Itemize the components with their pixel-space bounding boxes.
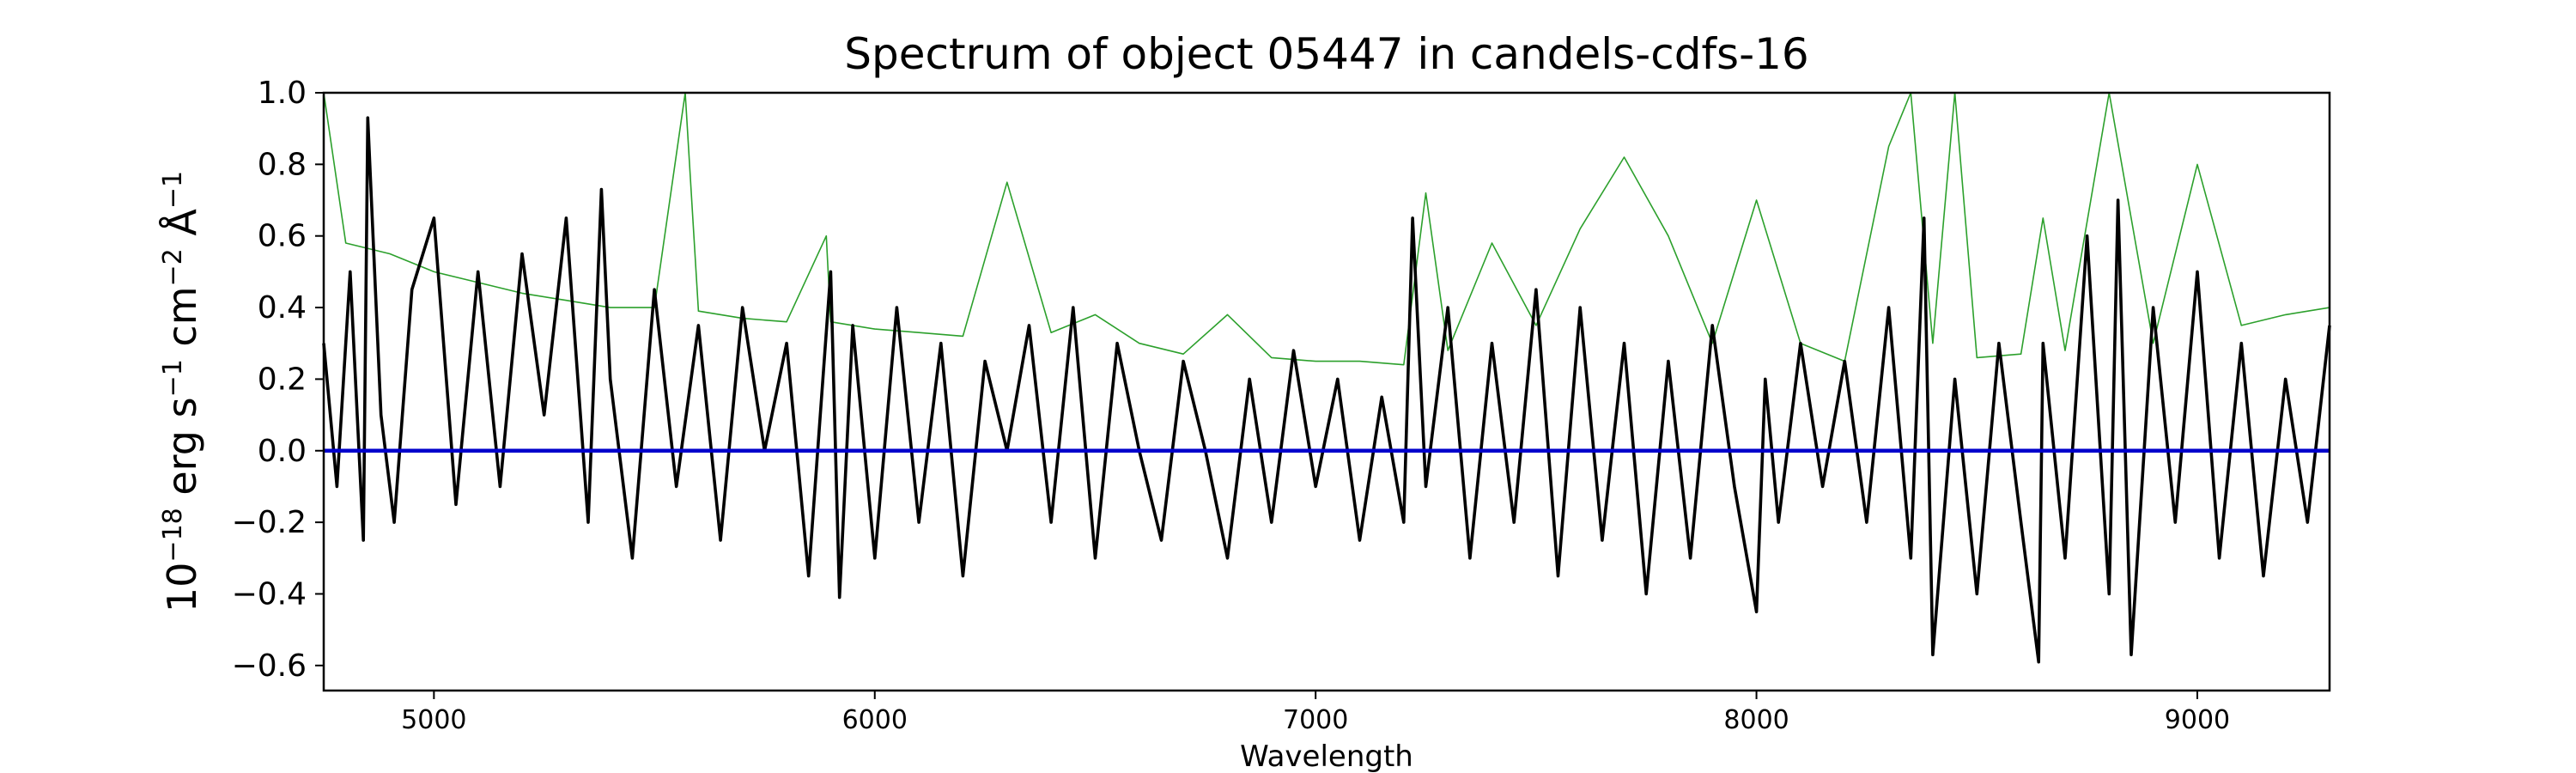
y-tick-label: 0.2 [258, 362, 307, 397]
axis-ticks: 5000 6000 7000 8000 9000 −0.6 −0.4 −0.2 0.0 0.2 0.… [232, 76, 2231, 735]
y-tick-label: 0.4 [258, 290, 307, 326]
x-tick-label: 5000 [401, 705, 466, 735]
y-axis-label: 10−18 erg s−1 cm−2 Å−1 [158, 171, 206, 612]
x-tick-label: 7000 [1283, 705, 1348, 735]
y-tick-label: 0.8 [258, 147, 307, 182]
noise-series-line [323, 92, 2330, 366]
y-tick-label: 0.6 [258, 219, 307, 254]
chart-title: Spectrum of object 05447 in candels-cdfs… [844, 29, 1809, 79]
x-tick-label: 8000 [1723, 705, 1789, 735]
y-tick-label: −0.6 [232, 648, 307, 684]
axes-frame [322, 91, 2331, 692]
y-tick-label: −0.4 [232, 576, 307, 612]
y-tick-label: 0.0 [258, 434, 307, 469]
x-tick-label: 6000 [842, 705, 908, 735]
plot-area [322, 92, 2331, 664]
spectrum-flux-line [322, 116, 2331, 664]
x-tick-label: 9000 [2165, 705, 2230, 735]
y-tick-label: 1.0 [258, 76, 307, 111]
x-axis-label: Wavelength [1240, 740, 1413, 773]
y-tick-label: −0.2 [232, 505, 307, 540]
